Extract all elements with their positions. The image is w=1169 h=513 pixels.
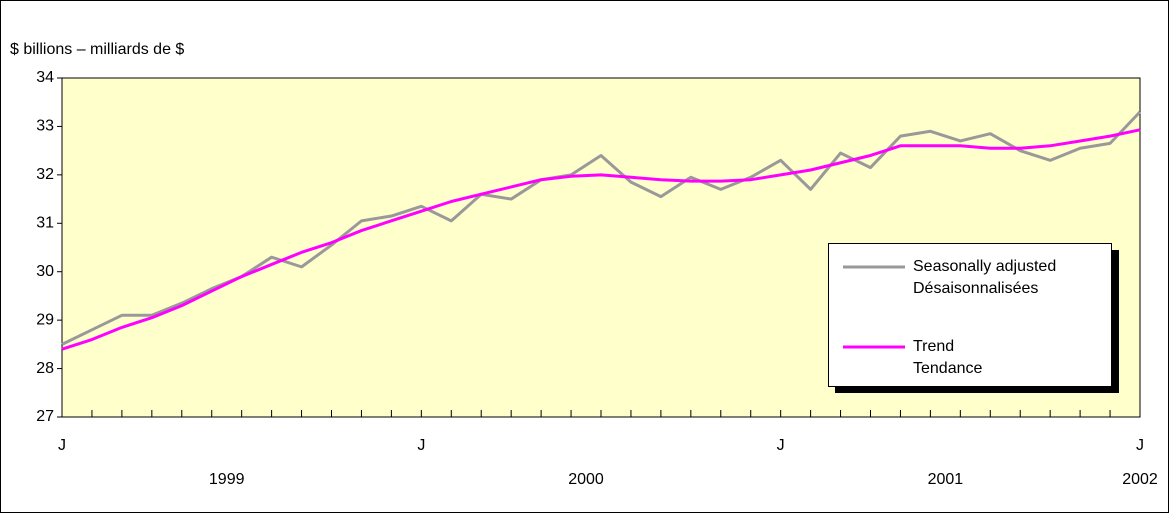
y-tick-label: 30 xyxy=(36,263,54,280)
x-tick-label: J xyxy=(417,437,425,454)
legend-label: Trend Tendance xyxy=(913,338,983,377)
x-tick-label: J xyxy=(58,437,66,454)
year-label: 1999 xyxy=(209,471,245,488)
year-label: 2000 xyxy=(568,471,604,488)
y-axis-label: $ billions – milliards de $ xyxy=(10,41,184,58)
y-tick-label: 33 xyxy=(36,118,54,135)
y-tick-label: 34 xyxy=(36,69,54,86)
y-tick-label: 29 xyxy=(36,311,54,328)
legend-label: Seasonally adjusted Désaisonnalisées xyxy=(913,258,1057,297)
y-tick-label: 27 xyxy=(36,408,54,425)
x-tick-label: J xyxy=(777,437,785,454)
y-tick-label: 32 xyxy=(36,166,54,183)
y-tick-label: 31 xyxy=(36,215,54,232)
y-tick-label: 28 xyxy=(36,360,54,377)
x-tick-label: J xyxy=(1136,437,1144,454)
year-label: 2001 xyxy=(928,471,964,488)
year-label: 2002 xyxy=(1122,471,1158,488)
series-line xyxy=(61,128,1141,351)
